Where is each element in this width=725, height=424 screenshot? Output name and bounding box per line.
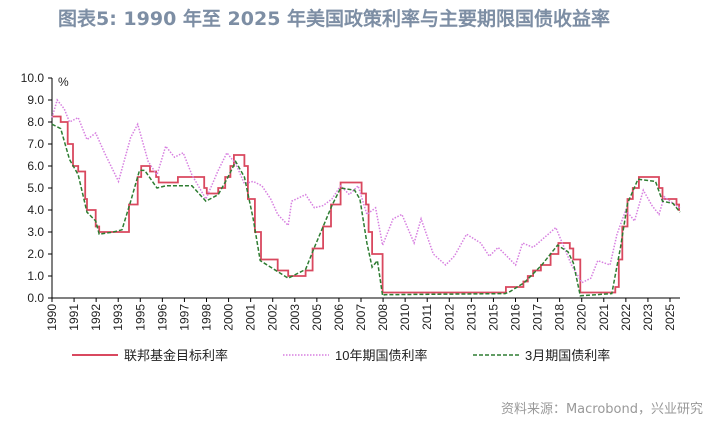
- y-tick-label: 3.0: [27, 225, 44, 239]
- x-tick-label: 2021: [597, 304, 611, 331]
- x-tick-label: 2023: [641, 304, 655, 331]
- y-tick-label: 7.0: [27, 137, 44, 151]
- legend-label-1: 联邦基金目标利率: [124, 348, 228, 363]
- x-tick-label: 2011: [420, 304, 434, 330]
- y-axis-unit: %: [58, 75, 69, 89]
- y-tick-label: 4.0: [27, 203, 44, 217]
- y-tick-label: 0.0: [27, 291, 44, 305]
- y-tick-label: 5.0: [27, 181, 44, 195]
- y-tick-label: 9.0: [27, 93, 44, 107]
- x-tick-label: 2005: [310, 304, 324, 331]
- legend-label-2: 10年期国债利率: [335, 348, 427, 363]
- x-tick-label: 2003: [288, 304, 302, 331]
- x-tick-label: 2010: [398, 304, 412, 331]
- legend-label-3: 3月期国债利率: [525, 348, 610, 363]
- x-tick-label: 2002: [266, 304, 280, 331]
- x-tick-label: 2013: [464, 304, 478, 331]
- y-tick-label: 6.0: [27, 159, 44, 173]
- x-tick-label: 2016: [509, 304, 523, 331]
- x-tick-label: 2001: [244, 304, 258, 331]
- x-tick-label: 2025: [663, 304, 677, 331]
- x-tick-label: 1998: [200, 304, 214, 331]
- x-tick-label: 2000: [222, 304, 236, 331]
- chart-title: 图表5: 1990 年至 2025 年美国政策利率与主要期限国债收益率: [58, 8, 611, 30]
- y-tick-label: 1.0: [27, 269, 44, 283]
- series-line-1: [52, 115, 680, 294]
- x-tick-label: 1995: [133, 304, 147, 331]
- x-tick-label: 2006: [332, 304, 346, 331]
- x-tick-label: 2007: [354, 304, 368, 331]
- x-tick-label: 2020: [575, 304, 589, 331]
- x-tick-label: 2008: [376, 304, 390, 331]
- x-tick-label: 2018: [553, 304, 567, 331]
- y-tick-label: 8.0: [27, 115, 44, 129]
- x-tick-label: 1996: [155, 304, 169, 331]
- x-tick-label: 1993: [111, 304, 125, 331]
- series-line-3: [51, 123, 681, 298]
- source-note: 资料来源：Macrobond，兴业研究: [500, 402, 703, 417]
- x-tick-label: 2022: [619, 304, 633, 331]
- y-tick-label: 10.0: [21, 71, 45, 85]
- x-tick-label: 1991: [67, 304, 81, 331]
- x-tick-label: 1990: [45, 304, 59, 331]
- y-tick-label: 2.0: [27, 247, 44, 261]
- x-tick-label: 1997: [177, 304, 191, 331]
- x-tick-label: 2012: [442, 304, 456, 331]
- series-line-2: [51, 98, 681, 284]
- x-tick-label: 2015: [486, 304, 500, 331]
- x-tick-label: 1992: [89, 304, 103, 331]
- x-tick-label: 2017: [531, 304, 545, 331]
